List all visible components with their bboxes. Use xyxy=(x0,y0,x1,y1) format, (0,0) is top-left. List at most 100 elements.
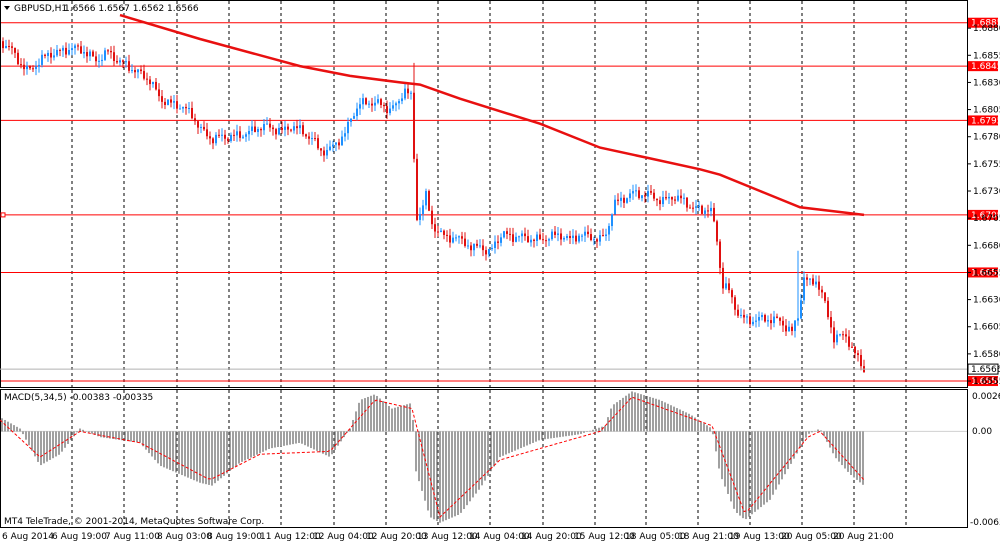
candle-body xyxy=(713,207,715,222)
price-tick-label: 1.6680 xyxy=(973,241,1000,251)
candle-body xyxy=(662,197,664,205)
candle-body xyxy=(623,197,625,203)
candle-body xyxy=(104,50,106,60)
candle-body xyxy=(218,134,220,136)
time-axis-label: 19 Aug 13:00 xyxy=(729,532,790,542)
candle-body xyxy=(434,224,436,232)
candle-body xyxy=(476,243,478,246)
candle-body xyxy=(797,318,799,321)
candle-body xyxy=(398,101,400,104)
candle-body xyxy=(455,237,457,239)
candle-body xyxy=(191,107,193,119)
candle-body xyxy=(374,102,376,106)
candle-body xyxy=(320,148,322,151)
candle-body xyxy=(695,206,697,208)
candle-body xyxy=(461,236,463,239)
moving-average-line xyxy=(119,13,865,217)
candle-body xyxy=(803,277,805,301)
chart-header[interactable]: GBPUSD,H1 1.6566 1.6567 1.6562 1.6566 xyxy=(4,4,199,14)
candle-body xyxy=(305,134,307,137)
candle-body xyxy=(122,60,124,62)
level-label-bg xyxy=(968,61,998,72)
candle-body xyxy=(752,321,754,325)
candle-body xyxy=(311,138,313,140)
candle-body xyxy=(251,126,253,131)
candle-body xyxy=(683,197,685,199)
horizontal-levels: 1.6885 1.6845 1.6795 1.6708 1.6655 1.6555 xyxy=(0,17,1000,387)
candle-body xyxy=(302,125,304,135)
candle-body xyxy=(74,45,76,49)
candle-body xyxy=(59,49,61,51)
time-axis-label: 8 Aug 19:00 xyxy=(207,532,262,542)
candle-body xyxy=(527,236,529,243)
candle-body xyxy=(326,149,328,156)
candle-body xyxy=(329,146,331,150)
candle-body xyxy=(20,64,22,66)
candle-body xyxy=(539,234,541,240)
candle-body xyxy=(110,50,112,53)
candle-body xyxy=(137,69,139,73)
dropdown-triangle-icon[interactable] xyxy=(4,6,10,10)
candle-body xyxy=(719,241,721,268)
candle-body xyxy=(98,60,100,62)
macd-signal-line xyxy=(0,396,865,518)
price-tick-label: 1.6730 xyxy=(973,187,1000,197)
candle-body xyxy=(77,45,79,47)
candle-body xyxy=(521,233,523,237)
candle-body xyxy=(572,235,574,238)
candle-body xyxy=(131,70,133,72)
price-tick-label: 1.6755 xyxy=(973,160,1000,170)
candle-body xyxy=(728,283,730,291)
candle-body xyxy=(314,138,316,140)
candle-body xyxy=(224,134,226,139)
macd-scale-bottom: -0.00656 xyxy=(970,518,1000,528)
candle-body xyxy=(818,281,820,290)
candle-body xyxy=(71,48,73,51)
candle-body xyxy=(200,126,202,128)
candle-body xyxy=(725,283,727,289)
candle-body xyxy=(845,334,847,337)
candle-body xyxy=(107,50,109,52)
copyright-text: MT4 TeleTrade, © 2001-2014, MetaQuotes S… xyxy=(4,517,264,527)
price-tick-label: 1.6655 xyxy=(973,268,1000,278)
candle-body xyxy=(608,226,610,235)
candle-body xyxy=(473,243,475,251)
candle-body xyxy=(113,52,115,61)
candle-body xyxy=(365,98,367,105)
candle-body xyxy=(401,98,403,102)
candle-body xyxy=(239,131,241,138)
ohlc-values: 1.6566 1.6567 1.6562 1.6566 xyxy=(64,4,199,14)
macd-histogram xyxy=(1,391,967,523)
candle-body xyxy=(731,290,733,298)
candle-body xyxy=(506,231,508,234)
candle-body xyxy=(464,238,466,246)
candle-body xyxy=(254,126,256,132)
candle-body xyxy=(26,65,28,70)
candle-body xyxy=(764,314,766,322)
candle-body xyxy=(56,49,58,56)
candle-body xyxy=(125,61,127,63)
candle-body xyxy=(605,234,607,237)
candle-body xyxy=(470,245,472,251)
candle-body xyxy=(431,210,433,225)
time-axis-label: 15 Aug 12:00 xyxy=(574,532,635,542)
candle-body xyxy=(146,78,148,80)
candle-body xyxy=(341,136,343,146)
candle-body xyxy=(842,334,844,336)
candle-body xyxy=(596,239,598,242)
candle-body xyxy=(452,237,454,243)
candle-body xyxy=(335,142,337,145)
candle-body xyxy=(659,200,661,205)
candle-body xyxy=(482,245,484,251)
candle-body xyxy=(140,69,142,72)
candle-body xyxy=(800,300,802,319)
candle-body xyxy=(734,297,736,310)
candle-body xyxy=(323,150,325,156)
candle-body xyxy=(767,320,769,322)
candle-body xyxy=(761,314,763,318)
candle-body xyxy=(710,207,712,212)
candle-body xyxy=(248,130,250,135)
candle-body xyxy=(548,239,550,241)
candle-body xyxy=(347,121,349,134)
candle-body xyxy=(227,138,229,141)
